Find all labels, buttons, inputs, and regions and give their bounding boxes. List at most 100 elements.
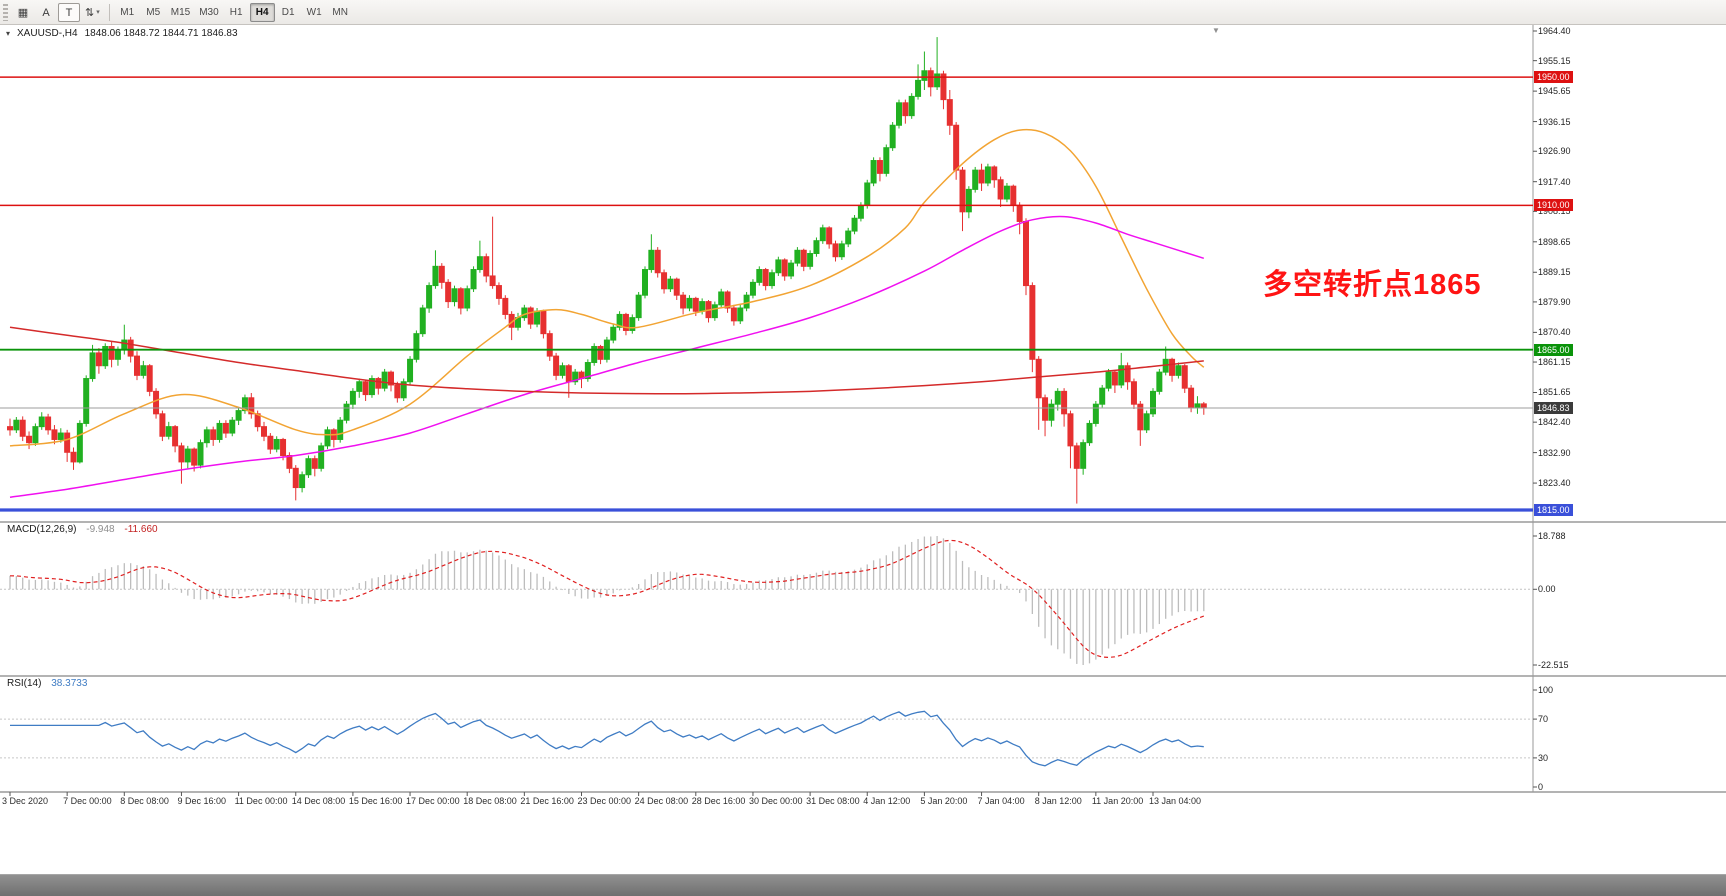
candle-body [267, 435, 274, 450]
cursor-a-tool-button[interactable]: A [42, 6, 50, 19]
candle-body [432, 265, 439, 287]
candle-body [273, 438, 280, 450]
candle-body [876, 160, 883, 174]
candle-body [984, 166, 991, 184]
candle-body [57, 432, 64, 440]
symbol-caret-icon: ▾ [6, 29, 11, 38]
candle-body [997, 179, 1004, 200]
candle-body [1111, 371, 1118, 386]
time-tick-label: 8 Jan 12:00 [1034, 796, 1082, 806]
candle-body [280, 438, 287, 456]
candle-body [889, 124, 896, 149]
timeframe-button-m15[interactable]: M15 [170, 6, 191, 18]
price-tick-label: 1945.65 [1538, 86, 1571, 97]
text-tool-button[interactable]: T [58, 2, 80, 22]
timeframe-button-h4[interactable]: H4 [249, 2, 275, 22]
rsi-line [10, 710, 1204, 767]
candle-body [489, 275, 496, 287]
candle-body [470, 269, 477, 290]
time-tick-label: 31 Dec 08:00 [806, 796, 860, 806]
time-tick-label: 17 Dec 00:00 [406, 796, 460, 806]
candle-body [140, 365, 147, 376]
rsi-axis-label: 0 [1538, 782, 1544, 792]
candle-body [451, 288, 458, 303]
candle-body [1092, 403, 1099, 424]
candle-body [102, 345, 109, 367]
price-tag-1950.00: 1950.00 [1534, 71, 1573, 84]
candle-body [775, 259, 782, 274]
timeframe-button-d1[interactable]: D1 [281, 6, 295, 18]
candle-body [222, 422, 229, 434]
timeframe-button-m5[interactable]: M5 [146, 6, 161, 18]
timeframe-button-w1[interactable]: W1 [306, 6, 322, 18]
candle-body [286, 454, 293, 469]
timeframe-button-group: M1 M5 M15 M30 H1 H4 D1 W1 MN [115, 2, 353, 22]
candle-body [502, 297, 509, 315]
macd-axis-zero: 0.00 [1538, 584, 1556, 595]
time-tick-label: 4 Jan 12:00 [863, 796, 911, 806]
candle-body [521, 307, 528, 319]
timeframe-button-mn[interactable]: MN [332, 6, 348, 18]
candle-body [38, 416, 45, 428]
candle-body [953, 124, 960, 171]
rsi-name: RSI(14) [7, 678, 42, 689]
price-tick-label: 1898.65 [1538, 236, 1571, 247]
candle-body [864, 182, 871, 206]
price-tick-label: 1870.40 [1538, 327, 1571, 338]
candle-body [692, 297, 699, 312]
candle-body [762, 269, 769, 287]
candle-body [32, 426, 39, 444]
dropdown-caret-icon: ▾ [96, 8, 100, 16]
time-tick-label: 21 Dec 16:00 [520, 796, 574, 806]
candle-body [527, 307, 534, 325]
candle-body [1143, 413, 1150, 431]
macd-name: MACD(12,26,9) [7, 524, 77, 535]
ohlc-values: 1848.06 1848.72 1844.71 1846.83 [84, 28, 238, 39]
objects-sort-tool-button[interactable]: ⇅ ▾ [85, 6, 100, 19]
time-tick-label: 9 Dec 16:00 [177, 796, 226, 806]
candle-body [203, 429, 210, 444]
candle-body [1200, 403, 1207, 409]
candle-body [1010, 185, 1017, 206]
time-tick-label: 13 Jan 04:00 [1149, 796, 1202, 806]
time-tick-label: 5 Jan 20:00 [920, 796, 968, 806]
candle-body [1118, 365, 1125, 386]
chart-annotation-text[interactable]: 多空转折点1865 [1263, 269, 1482, 301]
candle-body [565, 365, 572, 383]
timeframe-button-h1[interactable]: H1 [229, 6, 243, 18]
candle-body [1073, 445, 1080, 469]
price-tick-label: 1851.65 [1538, 387, 1571, 398]
toolbar-drag-handle[interactable] [3, 3, 8, 21]
candle-body [1175, 365, 1182, 376]
candle-body [457, 288, 464, 309]
candle-body [483, 256, 490, 277]
time-tick-label: 24 Dec 08:00 [634, 796, 689, 806]
candle-body [635, 294, 642, 319]
candle-body [648, 249, 655, 271]
timeframe-button-m1[interactable]: M1 [120, 6, 135, 18]
candle-body [1105, 371, 1112, 389]
time-tick-label: 8 Dec 08:00 [120, 796, 169, 806]
candle-body [883, 147, 890, 174]
timeframe-button-m30[interactable]: M30 [199, 6, 219, 18]
candle-body [546, 333, 553, 357]
candle-body [26, 435, 33, 444]
candle-body [121, 339, 128, 351]
candle-body [45, 416, 52, 431]
candle-body [1035, 358, 1042, 399]
candle-body [229, 419, 236, 434]
candle-body [108, 345, 115, 360]
macd-axis-max: 18.788 [1538, 531, 1566, 541]
time-tick-label: 11 Jan 20:00 [1091, 796, 1144, 806]
templates-grid-tool-button[interactable]: ▦ [17, 6, 29, 19]
candle-body [349, 390, 356, 405]
candle-body [794, 249, 801, 264]
price-tag-1910.00: 1910.00 [1534, 199, 1573, 212]
price-tick-label: 1889.15 [1538, 267, 1571, 278]
candle-body [248, 397, 255, 415]
toolbar-separator [108, 3, 110, 21]
candle-body [743, 294, 750, 309]
candle-body [1054, 390, 1061, 405]
time-tick-label: 28 Dec 16:00 [691, 796, 746, 806]
